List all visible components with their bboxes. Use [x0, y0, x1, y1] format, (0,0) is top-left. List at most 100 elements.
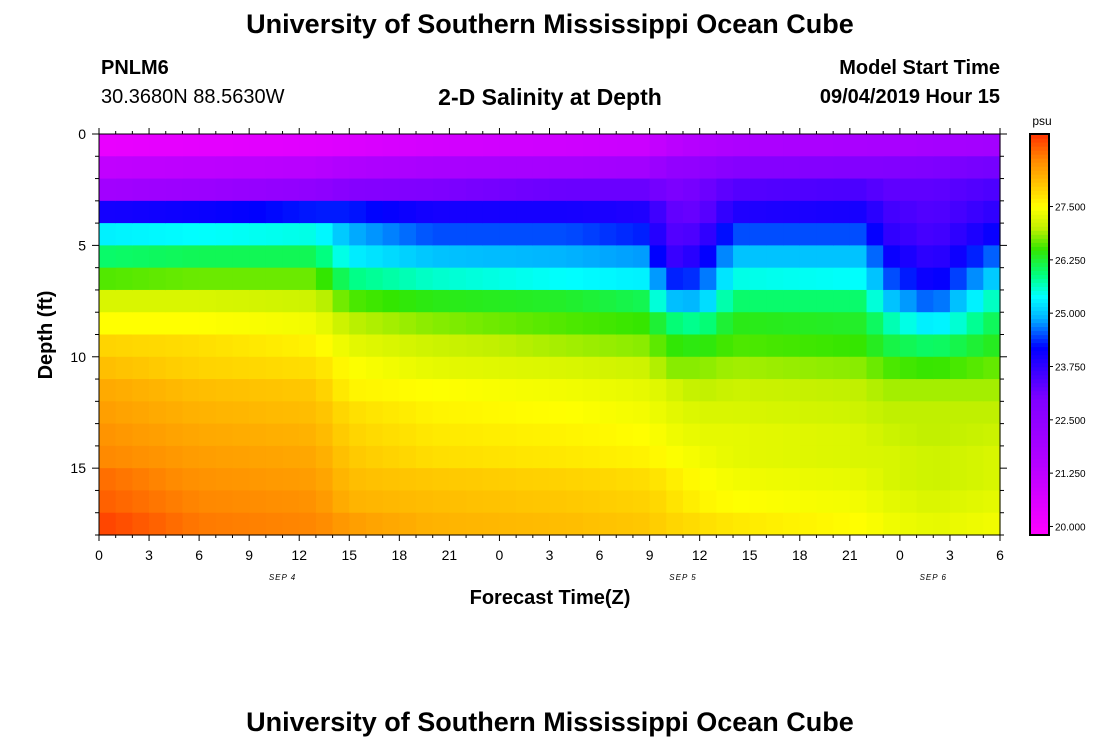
- heatmap-cell: [232, 423, 250, 447]
- heatmap-cell: [649, 156, 667, 180]
- heatmap-cell: [883, 512, 901, 536]
- heatmap-cell: [866, 200, 884, 224]
- heatmap-cell: [132, 379, 150, 402]
- heatmap-cell: [432, 490, 450, 514]
- heatmap-cell: [165, 223, 184, 246]
- colorbar-step: [1030, 438, 1049, 444]
- heatmap-cell: [532, 312, 551, 336]
- heatmap-cell: [616, 134, 634, 157]
- x-tick-label: 6: [996, 547, 1004, 563]
- colorbar-step: [1030, 426, 1049, 432]
- heatmap-cell: [649, 245, 667, 269]
- heatmap-cell: [182, 512, 200, 536]
- heatmap-cell: [933, 379, 951, 402]
- colorbar-step: [1030, 342, 1049, 348]
- heatmap-cell: [582, 134, 601, 157]
- heatmap-cell: [866, 401, 884, 425]
- chart-title: 2-D Salinity at Depth: [438, 84, 662, 110]
- heatmap-cell: [949, 178, 968, 202]
- heatmap-cell: [849, 468, 868, 492]
- heatmap-cell: [933, 223, 951, 246]
- heatmap-cell: [666, 134, 684, 157]
- heatmap-cell: [899, 356, 918, 380]
- heatmap-cell: [315, 312, 334, 336]
- heatmap-cell: [182, 267, 200, 291]
- heatmap-cell: [549, 156, 567, 180]
- heatmap-cell: [199, 356, 217, 380]
- heatmap-cell: [132, 200, 150, 224]
- x-tick-label: 6: [596, 547, 604, 563]
- heatmap-cell: [199, 223, 217, 246]
- heatmap-cell: [682, 245, 701, 269]
- colorbar-step: [1030, 170, 1049, 175]
- heatmap-cell: [199, 512, 217, 536]
- heatmap-cell: [616, 200, 634, 224]
- heatmap-cell: [949, 289, 968, 313]
- heatmap-cell: [766, 134, 784, 157]
- heatmap-cell: [682, 379, 701, 402]
- heatmap-cell: [666, 401, 684, 425]
- heatmap-cell: [966, 490, 984, 514]
- heatmap-cell: [349, 512, 367, 536]
- heatmap-cell: [783, 245, 801, 269]
- heatmap-cell: [783, 512, 801, 536]
- heatmap-cell: [766, 490, 784, 514]
- heatmap-cell: [532, 156, 551, 180]
- heatmap-cell: [816, 401, 834, 425]
- heatmap-cell: [432, 289, 450, 313]
- heatmap-cell: [966, 267, 984, 291]
- heatmap-cell: [816, 200, 834, 224]
- heatmap-cell: [516, 423, 534, 447]
- heatmap-cell: [282, 423, 300, 447]
- heatmap-cell: [115, 156, 133, 180]
- colorbar-step: [1030, 134, 1049, 139]
- heatmap-cell: [215, 401, 234, 425]
- heatmap-cell: [149, 289, 167, 313]
- heatmap-cell: [949, 267, 968, 291]
- heatmap-cell: [866, 379, 884, 402]
- heatmap-cell: [916, 134, 934, 157]
- heatmap-cell: [766, 312, 784, 336]
- heatmap-cell: [849, 200, 868, 224]
- heatmap-cell: [833, 289, 851, 313]
- heatmap-cell: [733, 156, 751, 180]
- heatmap-cell: [983, 401, 1001, 425]
- colorbar-step: [1030, 322, 1049, 328]
- heatmap-cell: [883, 134, 901, 157]
- heatmap-cell: [299, 289, 317, 313]
- heatmap-cell: [532, 245, 551, 269]
- heatmap-cell: [866, 178, 884, 202]
- heatmap-cell: [716, 512, 734, 536]
- colorbar-step: [1030, 454, 1049, 460]
- heatmap-cell: [649, 401, 667, 425]
- heatmap-cell: [349, 423, 367, 447]
- heatmap-cell: [733, 223, 751, 246]
- heatmap-cell: [365, 445, 384, 469]
- heatmap-cell: [933, 134, 951, 157]
- heatmap-cell: [549, 445, 567, 469]
- heatmap-cell: [849, 356, 868, 380]
- heatmap-cell: [616, 379, 634, 402]
- heatmap-cell: [382, 156, 400, 180]
- heatmap-cell: [149, 334, 167, 358]
- heatmap-cell: [783, 379, 801, 402]
- heatmap-cell: [883, 334, 901, 358]
- heatmap-cell: [899, 401, 918, 425]
- heatmap-cell: [382, 178, 400, 202]
- heatmap-cell: [149, 423, 167, 447]
- heatmap-cell: [449, 178, 467, 202]
- heatmap-cell: [382, 200, 400, 224]
- heatmap-cell: [432, 178, 450, 202]
- heatmap-cell: [983, 245, 1001, 269]
- heatmap-cell: [733, 401, 751, 425]
- heatmap-cell: [666, 200, 684, 224]
- colorbar-step: [1030, 446, 1049, 452]
- heatmap-cell: [716, 423, 734, 447]
- heatmap-cell: [916, 401, 934, 425]
- heatmap-cell: [916, 312, 934, 336]
- heatmap-cell: [299, 156, 317, 180]
- heatmap-cell: [449, 334, 467, 358]
- heatmap-cell: [449, 223, 467, 246]
- heatmap-cell: [215, 178, 234, 202]
- heatmap-cell: [933, 512, 951, 536]
